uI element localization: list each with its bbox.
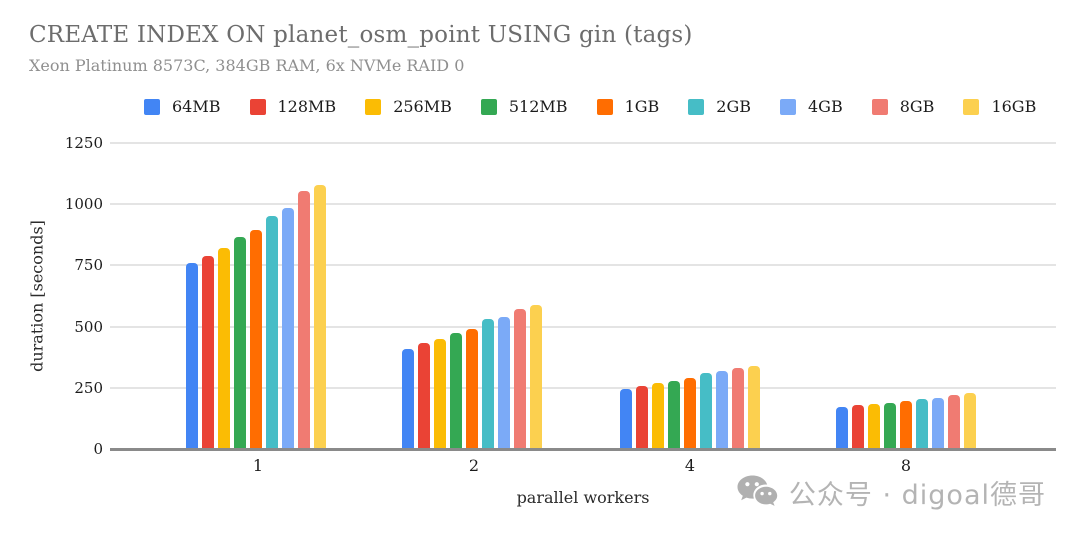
bar-256MB-workers-2 [434,339,446,449]
legend-swatch [480,98,497,115]
bar-1GB-workers-8 [900,401,912,449]
gridline [110,264,1056,267]
bar-512MB-workers-8 [884,402,896,449]
legend-item: 2GB [688,97,751,116]
legend-swatch [365,98,382,115]
bar-8GB-workers-8 [948,395,960,449]
chart-legend: 64MB 128MB 256MB 512MB 1GB 2GB 4GB 8GB 16GB [144,97,1036,116]
bar-1GB-workers-2 [466,328,478,449]
bar-128MB-workers-1 [202,255,214,449]
bar-2GB-workers-2 [482,319,494,449]
bar-group [620,366,760,449]
watermark-text: 公众号 · digoal德哥 [788,480,1046,511]
bar-16GB-workers-4 [748,366,760,449]
bar-512MB-workers-2 [450,333,462,449]
legend-label: 512MB [508,97,568,116]
bar-64MB-workers-2 [402,349,414,449]
bar-2GB-workers-1 [266,216,278,449]
legend-swatch [144,98,160,115]
bar-2GB-workers-8 [916,399,928,449]
gridline [110,142,1056,144]
bar-64MB-workers-1 [186,262,198,449]
y-axis-title: duration [seconds] [27,220,47,372]
legend-label: 256MB [393,97,452,116]
legend-item: 128MB [249,97,337,116]
bar-256MB-workers-1 [218,248,230,449]
legend-swatch [871,98,888,115]
bar-16GB-workers-8 [964,393,976,449]
bar-4GB-workers-2 [498,317,510,449]
x-tick-label: 4 [684,456,696,475]
bar-512MB-workers-4 [668,380,680,449]
bar-group [186,184,326,449]
gridline [110,386,1056,389]
bar-256MB-workers-8 [868,403,880,449]
wechat-icon [737,475,778,506]
legend-swatch [688,98,705,115]
bar-512MB-workers-1 [234,237,246,449]
legend-item: 512MB [480,97,568,116]
legend-label: 1GB [624,97,660,116]
legend-swatch [249,98,266,115]
x-axis-line [110,448,1056,451]
bar-128MB-workers-8 [852,405,864,449]
y-tick-label: 1000 [64,195,103,214]
bar-1GB-workers-4 [684,378,696,449]
legend-swatch [780,98,796,115]
bar-64MB-workers-4 [620,389,632,449]
bar-4GB-workers-1 [282,207,294,449]
page-subtitle: Xeon Platinum 8573C, 384GB RAM, 6x NVMe … [29,56,465,75]
bar-4GB-workers-4 [716,371,728,449]
bar-256MB-workers-4 [652,383,664,449]
legend-item: 1GB [596,97,660,116]
legend-item: 8GB [871,97,935,116]
bar-64MB-workers-8 [836,407,848,449]
bar-group [402,304,542,449]
legend-item: 256MB [365,97,452,116]
bar-8GB-workers-4 [732,368,744,449]
legend-label: 16GB [991,97,1037,116]
bar-1GB-workers-1 [250,229,262,449]
bar-128MB-workers-4 [636,386,648,449]
legend-label: 64MB [172,97,221,116]
legend-label: 8GB [899,97,935,116]
legend-label: 2GB [716,97,751,116]
page-title: CREATE INDEX ON planet_osm_point USING g… [29,22,693,48]
bar-8GB-workers-2 [514,309,526,449]
x-tick-label: 2 [468,456,480,475]
y-tick-label: 0 [93,440,103,458]
bar-2GB-workers-4 [700,373,712,449]
legend-label: 4GB [808,97,843,116]
legend-item: 64MB [144,97,221,116]
y-tick-label: 250 [74,378,103,397]
bar-group [836,393,976,449]
y-tick-label: 750 [74,256,103,275]
bar-128MB-workers-2 [418,343,430,449]
bar-16GB-workers-2 [530,304,542,449]
legend-swatch [963,98,980,115]
x-tick-label: 1 [252,456,264,475]
legend-swatch [596,98,613,115]
plot-area [110,142,1056,449]
y-tick-label: 1250 [64,134,103,152]
legend-label: 128MB [277,97,337,116]
bar-8GB-workers-1 [298,190,310,449]
gridline [110,203,1056,206]
legend-item: 4GB [780,97,843,116]
bar-4GB-workers-8 [932,398,944,449]
gridline [110,325,1056,328]
bar-16GB-workers-1 [314,184,326,449]
legend-item: 16GB [963,97,1036,116]
x-axis-title: parallel workers [516,488,650,507]
y-tick-label: 500 [74,317,103,336]
watermark: 公众号 · digoal德哥 [736,473,1046,512]
